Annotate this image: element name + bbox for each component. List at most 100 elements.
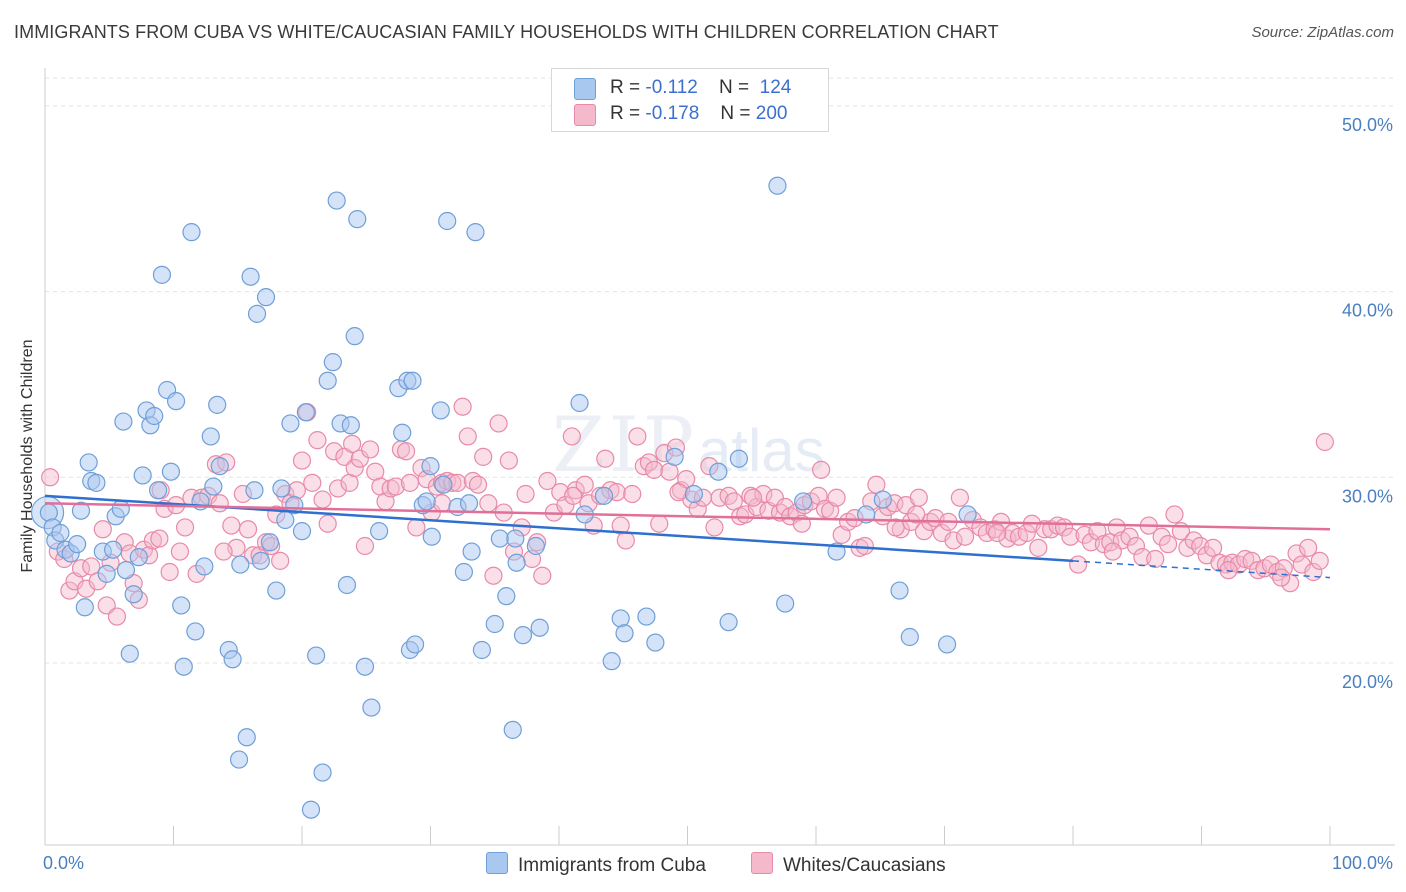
data-point-cuba	[201, 427, 220, 446]
data-point-cuba	[182, 223, 201, 242]
data-point-whites	[988, 523, 1007, 543]
data-point-whites	[468, 475, 488, 494]
data-point-whites	[907, 505, 926, 524]
data-point-whites	[474, 447, 493, 466]
legend-r-value: -0.178	[645, 103, 700, 124]
data-point-cuba	[281, 414, 300, 433]
data-point-whites	[650, 514, 669, 533]
y-tick-label: 20.0%	[1342, 672, 1393, 692]
data-point-whites	[886, 518, 905, 537]
tick-labels: 20.0% 30.0% 40.0% 50.0% 0.0% 100.0%	[43, 115, 1393, 873]
data-point-whites	[1158, 535, 1178, 554]
data-point-cuba	[161, 462, 181, 481]
data-point-whites	[776, 497, 795, 517]
data-point-whites	[1120, 527, 1139, 546]
data-point-whites	[944, 531, 963, 550]
data-point-cuba	[210, 457, 229, 476]
data-point-cuba	[223, 650, 242, 669]
data-point-cuba	[611, 609, 630, 628]
data-point-whites	[479, 494, 498, 513]
data-point-cuba	[485, 614, 504, 634]
data-point-cuba	[276, 510, 295, 530]
bottom-legend-cuba[interactable]: Immigrants from Cuba	[486, 852, 706, 877]
data-point-whites	[355, 536, 375, 556]
data-point-whites	[812, 460, 831, 479]
data-point-whites	[93, 520, 112, 539]
data-point-cuba	[345, 327, 364, 346]
data-point-cuba	[466, 223, 485, 242]
data-point-whites	[160, 562, 179, 582]
data-point-cuba	[431, 401, 450, 420]
data-point-whites	[484, 566, 503, 585]
data-point-cuba	[267, 581, 286, 600]
data-point-whites	[1272, 568, 1291, 587]
data-point-cuba	[768, 176, 787, 195]
data-point-cuba	[900, 627, 919, 647]
data-point-cuba	[133, 466, 152, 485]
data-point-whites	[396, 442, 416, 461]
data-point-cuba	[873, 490, 892, 509]
data-point-whites	[827, 488, 846, 507]
data-point-cuba	[313, 763, 332, 782]
legend-n-label: N =	[720, 103, 751, 124]
data-point-whites	[705, 518, 724, 537]
data-point-whites	[214, 542, 233, 561]
data-point-cuba	[237, 728, 256, 747]
data-point-cuba	[231, 555, 250, 574]
data-point-whites	[238, 520, 258, 539]
legend-r-value: -0.112	[645, 77, 698, 98]
data-point-cuba	[51, 523, 70, 543]
x-tick-label: 0.0%	[43, 853, 84, 873]
data-point-whites	[1126, 536, 1146, 556]
trend-lines	[44, 494, 1331, 579]
data-point-cuba	[422, 527, 441, 546]
data-point-whites	[107, 607, 127, 626]
source-label[interactable]: Source: ZipAtlas.com	[1251, 24, 1394, 41]
data-point-whites	[1281, 574, 1300, 593]
data-point-cuba	[729, 449, 749, 468]
data-point-cuba	[417, 492, 436, 511]
data-point-whites	[325, 442, 344, 461]
data-point-whites	[400, 473, 420, 492]
data-point-whites	[710, 488, 729, 507]
data-point-cuba	[355, 657, 375, 676]
data-point-whites	[1069, 555, 1088, 574]
data-point-whites	[175, 518, 195, 537]
data-point-whites	[743, 488, 763, 507]
data-point-cuba	[503, 720, 522, 739]
data-point-cuba	[637, 607, 656, 626]
data-point-whites	[150, 529, 169, 548]
data-point-cuba	[462, 542, 481, 561]
data-point-whites	[909, 488, 928, 507]
data-point-whites	[516, 484, 535, 504]
data-point-cuba	[459, 494, 479, 513]
data-point-whites	[143, 531, 163, 550]
data-point-whites	[719, 486, 738, 505]
data-point-whites	[1219, 561, 1238, 580]
data-point-whites	[1165, 505, 1184, 524]
data-point-whites	[271, 551, 290, 570]
data-point-whites	[489, 414, 508, 433]
data-point-cuba	[256, 288, 276, 307]
data-point-whites	[303, 473, 322, 492]
data-point-cuba	[152, 265, 172, 284]
data-point-cuba	[719, 613, 738, 632]
data-point-cuba	[776, 594, 795, 613]
data-point-cuba	[318, 371, 337, 390]
data-point-cuba	[323, 353, 342, 372]
data-point-cuba	[454, 562, 474, 582]
bottom-legend-whites[interactable]: Whites/Caucasians	[751, 852, 946, 877]
data-point-whites	[210, 494, 229, 513]
data-point-whites	[538, 471, 557, 491]
data-point-cuba	[296, 403, 315, 422]
data-point-whites	[669, 483, 688, 502]
data-point-cuba	[129, 548, 148, 567]
data-point-cuba	[405, 635, 425, 654]
data-point-cuba	[513, 626, 533, 645]
data-point-whites	[345, 458, 364, 478]
data-point-cuba	[114, 412, 133, 431]
data-point-cuba	[75, 598, 94, 617]
data-point-cuba	[229, 750, 249, 769]
data-point-cuba	[937, 635, 957, 654]
